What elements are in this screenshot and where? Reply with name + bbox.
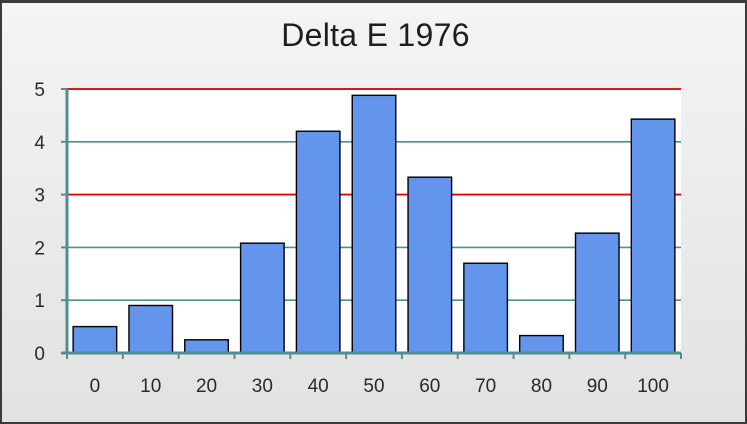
bar-80 (518, 334, 564, 354)
x-tick-label: 90 (587, 376, 608, 397)
x-tick-label: 0 (90, 376, 101, 397)
bar-30 (239, 242, 285, 354)
y-tick-label: 1 (34, 291, 45, 312)
x-tick-label: 50 (363, 376, 384, 397)
bar-40 (295, 130, 341, 354)
x-tick-label: 10 (140, 376, 161, 397)
x-tick-label: 20 (196, 376, 217, 397)
y-tick-label: 5 (34, 80, 45, 101)
x-tick-label: 70 (475, 376, 496, 397)
y-tick-label: 2 (34, 238, 45, 259)
bar-0 (72, 325, 118, 354)
bar-20 (184, 339, 230, 354)
x-tick-label: 30 (252, 376, 273, 397)
x-tick-label: 60 (419, 376, 440, 397)
y-tick-label: 3 (34, 186, 45, 207)
bar-70 (463, 262, 509, 354)
x-tick-label: 80 (531, 376, 552, 397)
chart-title: Delta E 1976 (281, 17, 470, 53)
y-tick-label: 4 (34, 133, 45, 154)
bar-10 (128, 304, 174, 354)
bar-60 (407, 176, 453, 354)
bar-50 (351, 94, 397, 354)
y-tick-label: 0 (34, 344, 45, 365)
x-tick-label: 100 (637, 376, 669, 397)
bar-100 (630, 118, 676, 354)
x-tick-label: 40 (308, 376, 329, 397)
bar-90 (574, 232, 620, 354)
